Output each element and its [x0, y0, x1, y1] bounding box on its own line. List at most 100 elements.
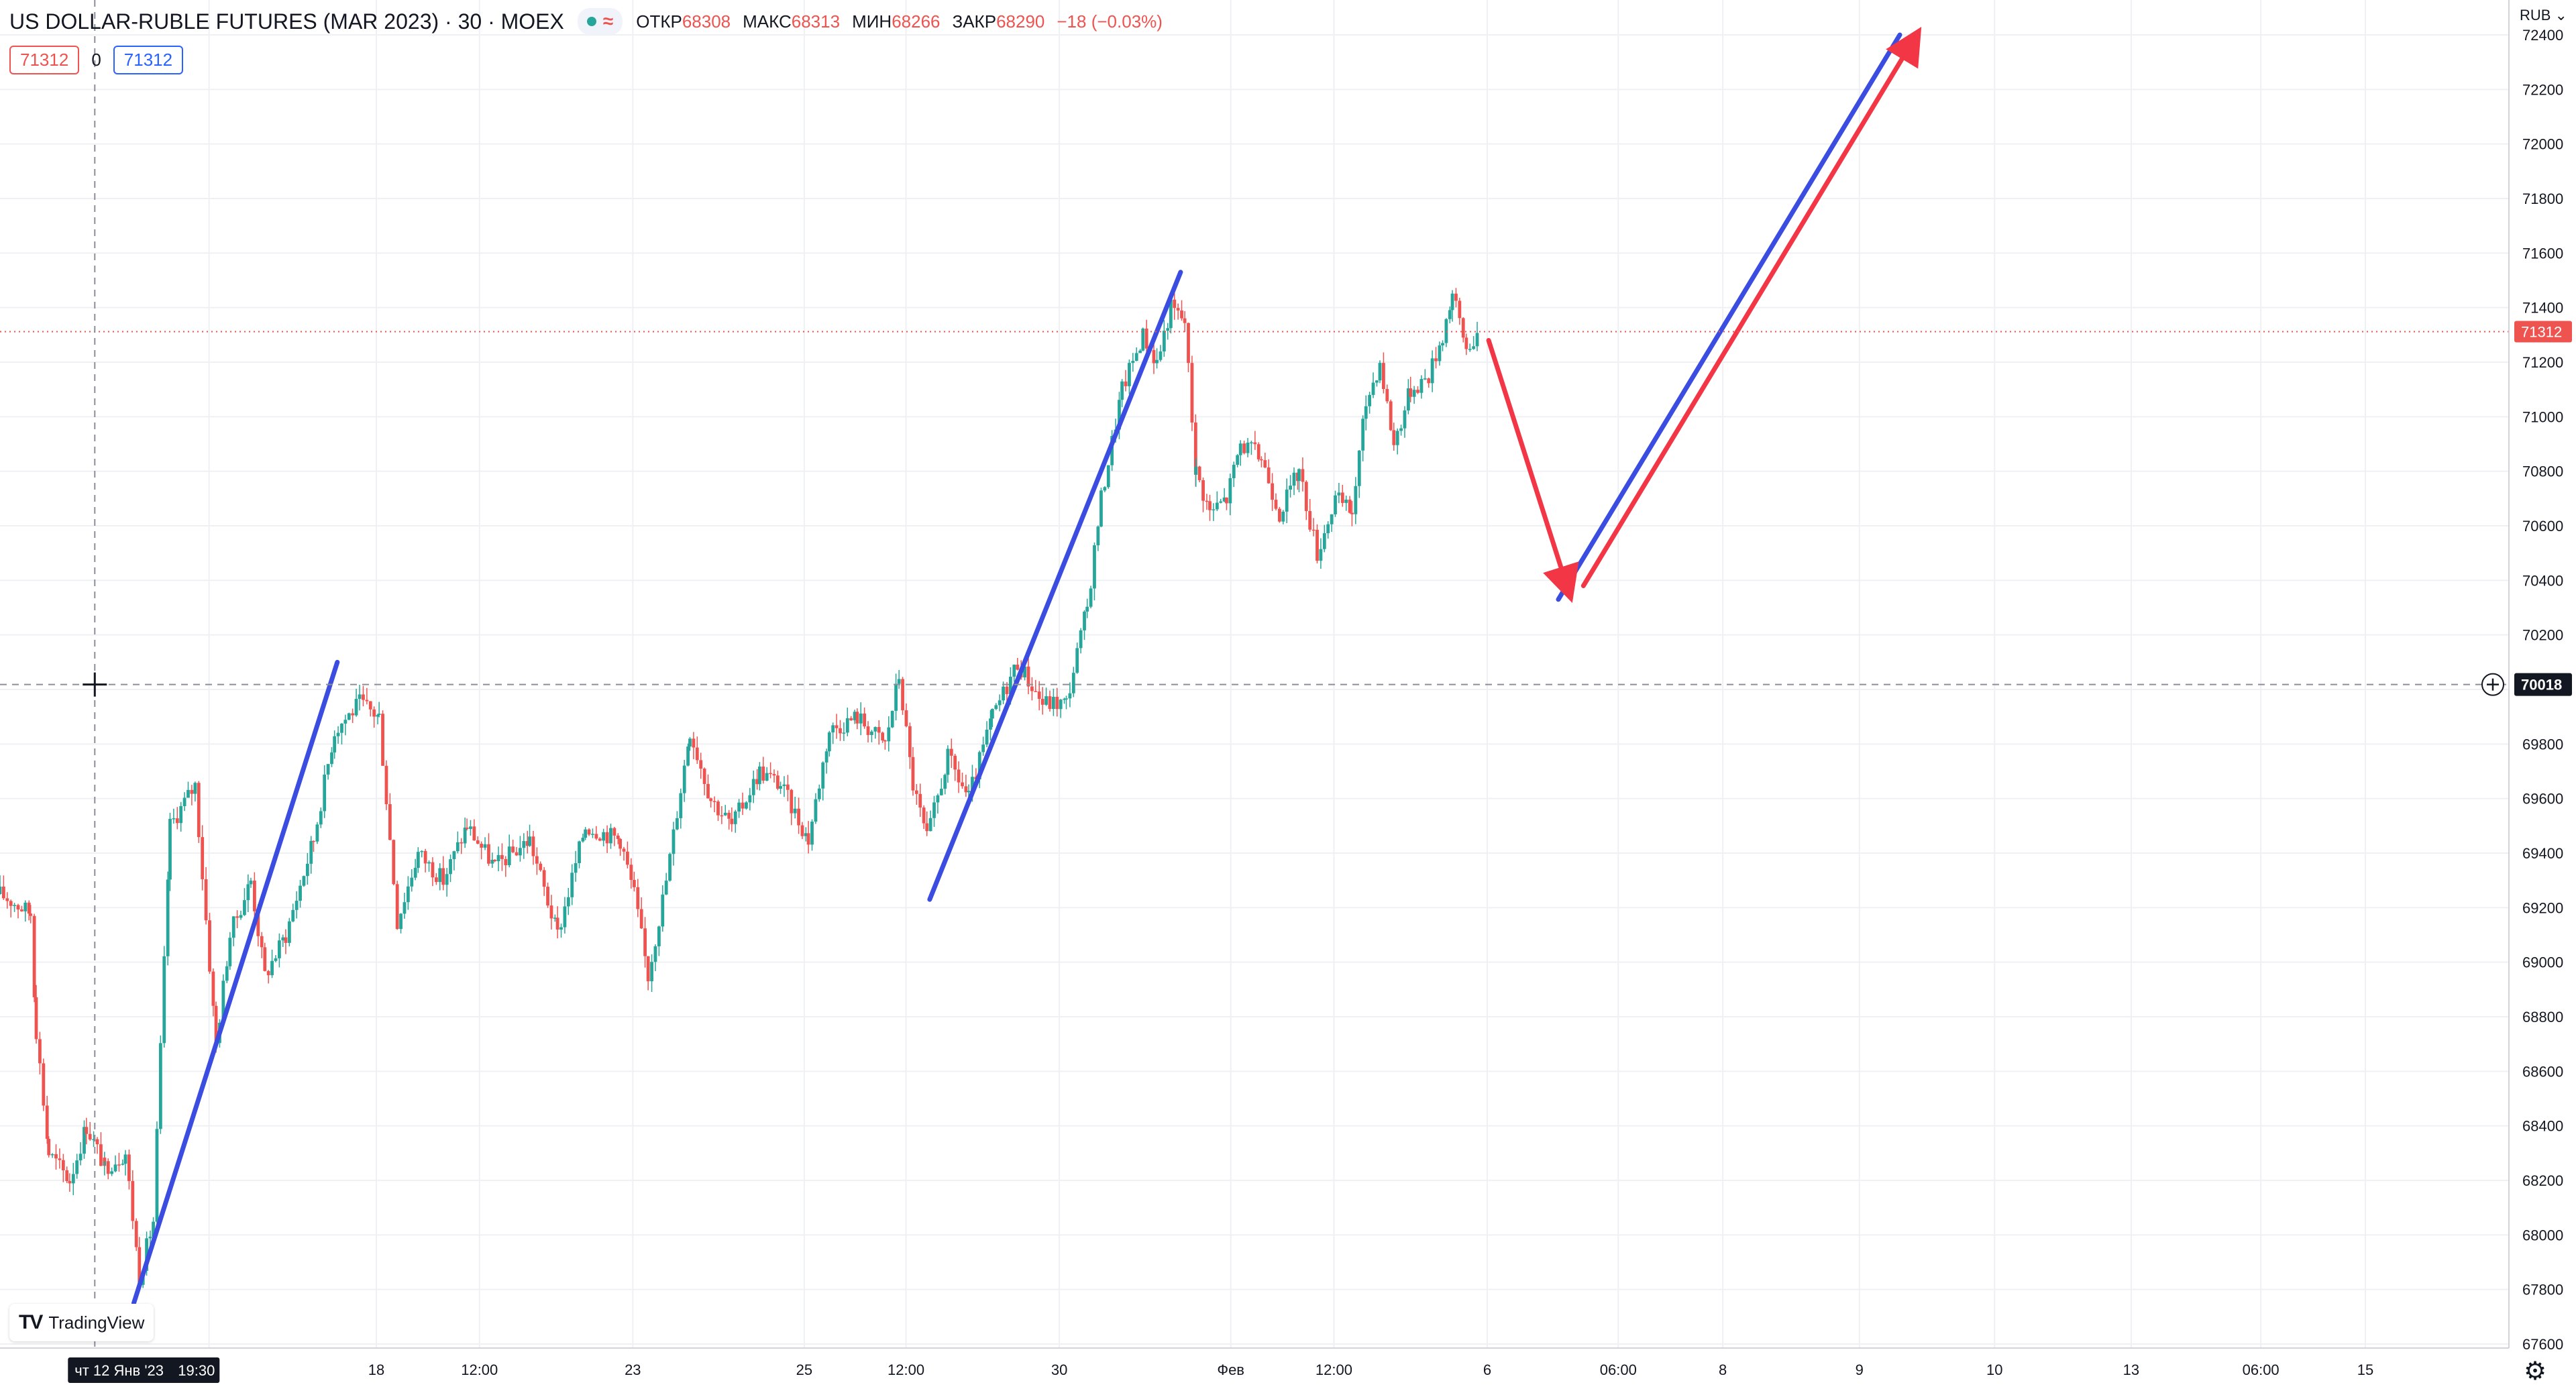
- candle-body: [668, 854, 672, 881]
- gear-icon[interactable]: ⚙: [2524, 1357, 2547, 1386]
- candle-body: [1173, 299, 1177, 309]
- candle-body: [208, 920, 211, 972]
- candle-body: [166, 879, 170, 956]
- price-tick-label: 69800: [2522, 736, 2563, 752]
- time-tick-label: Фев: [1217, 1361, 1244, 1378]
- candle-body: [1228, 478, 1232, 504]
- candle-body: [626, 851, 629, 865]
- candle-body: [38, 1039, 42, 1064]
- sell-price-button[interactable]: 71312: [9, 45, 80, 74]
- candle-body: [1232, 465, 1236, 479]
- candle-body: [679, 793, 683, 818]
- candle-body: [95, 1139, 99, 1145]
- candle-body: [817, 788, 821, 799]
- time-tick-label: 06:00: [1600, 1361, 1637, 1378]
- candle-body: [13, 905, 17, 906]
- candle-body: [692, 738, 696, 748]
- candle-body: [1193, 422, 1197, 475]
- candle-body: [302, 876, 306, 886]
- candle-body: [1368, 394, 1372, 406]
- candle-body: [821, 762, 825, 789]
- candle-body: [103, 1158, 107, 1162]
- candle-body: [1120, 381, 1124, 400]
- price-tick-label: 70600: [2522, 518, 2563, 535]
- candle-body: [75, 1160, 79, 1174]
- candle-body: [1051, 696, 1055, 710]
- candle-body: [922, 807, 926, 824]
- candle-body: [1212, 509, 1216, 510]
- candle-body: [688, 738, 692, 747]
- candle-body: [343, 720, 347, 724]
- candle-body: [1475, 333, 1479, 347]
- candle-body: [354, 699, 358, 716]
- candle-body: [127, 1154, 131, 1182]
- candle-body: [1141, 328, 1145, 351]
- candle-body: [563, 906, 567, 928]
- candle-body: [277, 940, 281, 958]
- time-tick-label: 30: [1051, 1361, 1067, 1378]
- candle-body: [186, 789, 190, 798]
- candle-body: [957, 769, 961, 783]
- chart-legend: US DOLLAR-RUBLE FUTURES (MAR 2023) · 30 …: [9, 7, 1163, 36]
- candle-body: [1403, 410, 1407, 429]
- market-status[interactable]: ≈: [577, 8, 623, 35]
- candle-body: [1416, 390, 1419, 393]
- candle-body: [706, 783, 710, 799]
- trend-line[interactable]: [131, 659, 340, 1306]
- candle-body: [1304, 482, 1308, 511]
- trend-line[interactable]: [1556, 32, 1902, 602]
- candle-body: [1079, 630, 1083, 649]
- candle-body: [936, 795, 940, 803]
- trend-line[interactable]: [927, 270, 1183, 902]
- candle-body: [32, 915, 36, 997]
- crosshair-price-label: 70018: [2521, 677, 2562, 693]
- currency-selector[interactable]: RUB ⌄: [2520, 7, 2567, 24]
- ohlc-high-label: МАКС: [743, 11, 792, 32]
- candle-body: [619, 838, 623, 849]
- crosshair-time-label: 19:30: [178, 1362, 215, 1379]
- candle-body: [368, 701, 372, 710]
- projection-arrow[interactable]: [1580, 27, 1922, 588]
- candle-body: [559, 927, 563, 930]
- time-tick-label: 15: [2357, 1361, 2373, 1378]
- candle-body: [672, 829, 676, 854]
- candle-body: [535, 856, 539, 864]
- candle-body: [225, 966, 229, 981]
- candle-body: [1337, 492, 1341, 496]
- candle-body: [1253, 442, 1257, 445]
- candle-body: [1419, 379, 1424, 393]
- candle-body: [1201, 480, 1205, 501]
- candle-body: [985, 729, 989, 745]
- candle-body: [1096, 526, 1100, 546]
- tradingview-logo[interactable]: TV TradingView: [9, 1304, 154, 1341]
- symbol-title[interactable]: US DOLLAR-RUBLE FUTURES (MAR 2023) · 30 …: [9, 9, 564, 34]
- candle-body: [1319, 549, 1323, 561]
- candle-body: [602, 832, 606, 841]
- candle-body: [483, 844, 487, 848]
- candle-body: [117, 1164, 121, 1166]
- price-tick-label: 69200: [2522, 899, 2563, 916]
- candle-body: [1238, 443, 1242, 455]
- candle-body: [480, 844, 484, 848]
- candle-body: [883, 740, 887, 742]
- spread-value: 0: [91, 49, 101, 70]
- candle-body: [58, 1158, 62, 1160]
- candle-body: [179, 805, 183, 824]
- candle-body: [901, 679, 904, 711]
- candle-body: [531, 836, 535, 856]
- drawing-layer[interactable]: [131, 27, 1922, 1306]
- projection-arrow[interactable]: [1486, 337, 1579, 604]
- candle-body: [949, 748, 953, 756]
- candle-body: [699, 760, 703, 769]
- candle-body: [741, 802, 745, 809]
- candle-body: [1256, 444, 1260, 459]
- candle-body: [228, 938, 232, 966]
- tradingview-logo-icon: TV: [19, 1311, 43, 1333]
- candlestick-series: [0, 288, 1479, 1288]
- candle-body: [591, 834, 594, 835]
- buy-price-button[interactable]: 71312: [113, 45, 184, 74]
- candle-body: [737, 802, 741, 812]
- candle-body: [1159, 351, 1163, 360]
